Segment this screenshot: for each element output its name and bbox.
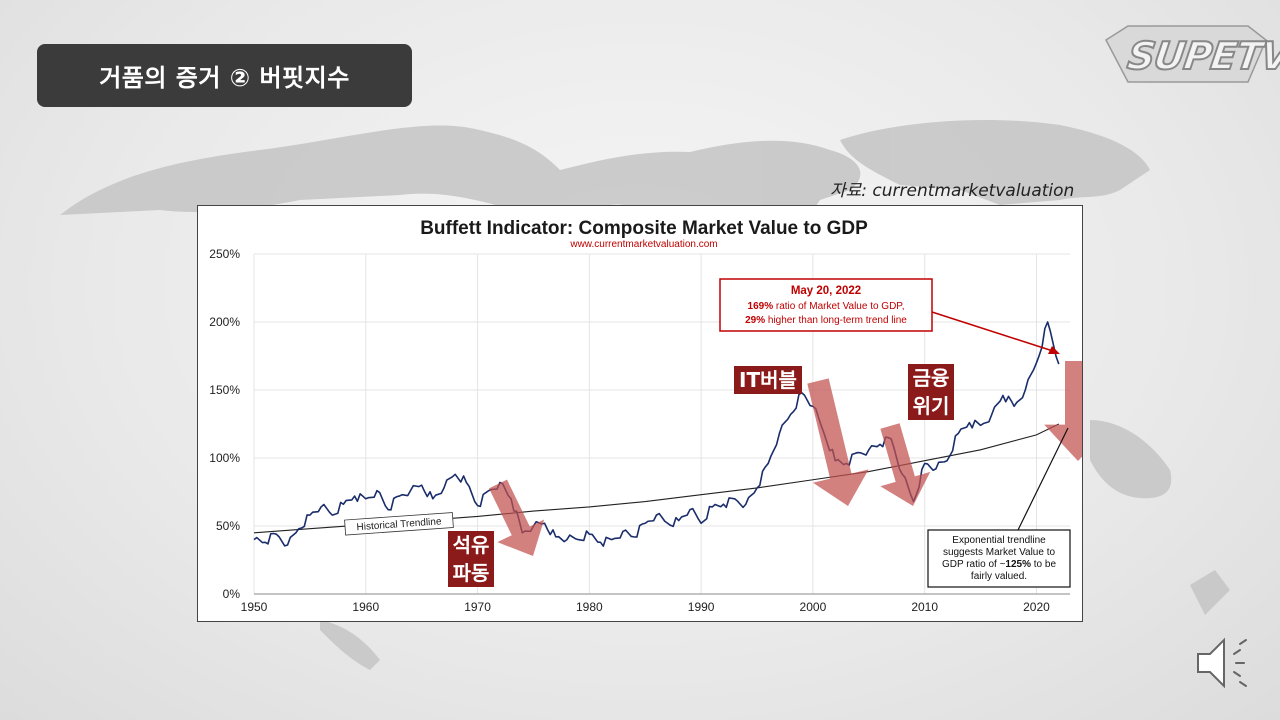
x-tick-label: 2000 <box>800 600 827 614</box>
y-tick-label: 0% <box>223 587 241 601</box>
trend-note-pointer <box>1017 427 1069 531</box>
crisis-label-text: 금융 <box>913 366 950 390</box>
x-tick-label: 1950 <box>241 600 268 614</box>
crisis-label-bg <box>908 364 954 392</box>
x-tick-label: 1990 <box>688 600 715 614</box>
x-tick-label: 1980 <box>576 600 603 614</box>
x-tick-label: 2020 <box>1023 600 1050 614</box>
callout-pointer-head <box>1048 346 1060 354</box>
trend-note-line-3-bold: 125% <box>1005 559 1031 570</box>
may-2022-callout: May 20, 2022 169% ratio of Market Value t… <box>719 278 933 332</box>
trend-note-line-3-post: to be <box>1031 559 1056 570</box>
chart-svg: Buffett Indicator: Composite Market Valu… <box>209 218 1112 614</box>
trendline-label: Historical Trendline <box>344 512 454 536</box>
trend-note-line: Exponential trendline <box>952 535 1046 546</box>
slide-title: 거품의 증거 ② 버핏지수 <box>37 44 412 107</box>
source-caption: 자료: currentmarketvaluation <box>830 181 1075 201</box>
y-tick-label: 50% <box>216 519 240 533</box>
chart-subtitle: www.currentmarketvaluation.com <box>569 239 717 250</box>
y-tick-label: 150% <box>209 383 240 397</box>
x-tick-label: 2010 <box>911 600 938 614</box>
callout-pointer <box>931 311 1057 353</box>
trendline-label-box <box>344 512 454 536</box>
it-bubble-arrow <box>807 378 869 506</box>
crisis-label-text: IT버블 <box>739 368 797 392</box>
trend-note-line: suggests Market Value to <box>943 547 1056 558</box>
financial-crisis-arrow <box>880 423 931 506</box>
x-tick-label: 1960 <box>352 600 379 614</box>
crisis-label-bg <box>448 531 494 559</box>
callout-date: May 20, 2022 <box>791 285 861 297</box>
trend-note-line-3-pre: GDP ratio of ~ <box>942 559 1006 570</box>
x-tick-label: 1970 <box>464 600 491 614</box>
trend-note-line-3: GDP ratio of ~125% to be <box>942 559 1057 570</box>
callout-line-1-bold: 169% <box>748 301 774 312</box>
callout-line-2: 29% higher than long-term trend line <box>745 315 907 326</box>
trend-note-line-4: fairly valued. <box>971 571 1027 582</box>
callout-line-2-rest: higher than long-term trend line <box>765 315 907 326</box>
trend-note-box <box>927 529 1071 588</box>
y-tick-label: 200% <box>209 315 240 329</box>
chart-overlays: Historical Trendline May 20, 2022 169% rat… <box>344 278 1112 588</box>
supetv-logo <box>1105 25 1267 83</box>
oil-shock-arrow <box>489 479 545 556</box>
callout-line-1-rest: ratio of Market Value to GDP, <box>773 301 904 312</box>
crisis-label-bg <box>448 559 494 587</box>
y-tick-label: 100% <box>209 451 240 465</box>
callout-box <box>719 278 933 332</box>
crisis-label-bg <box>734 366 802 394</box>
crisis-label-text: 파동 <box>453 561 490 585</box>
chart-title: Buffett Indicator: Composite Market Valu… <box>420 218 868 239</box>
market-value-to-gdp-line <box>253 321 1060 547</box>
crisis-label-text: 석유 <box>453 533 490 557</box>
crisis-label-text: 위기 <box>913 394 950 418</box>
chart-series <box>253 321 1060 547</box>
buffett-indicator-chart: Buffett Indicator: Composite Market Valu… <box>197 205 1112 622</box>
speaker-icon[interactable] <box>1192 632 1256 694</box>
current-drop-arrow <box>1044 361 1112 461</box>
y-tick-label: 250% <box>209 247 240 261</box>
callout-line-1: 169% ratio of Market Value to GDP, <box>748 301 905 312</box>
chart-ticks: 0% 50% 100% 150% 200% 250% 1950 1960 1970 1980 199… <box>209 247 1050 614</box>
crisis-label: IT버블 <box>734 366 802 394</box>
callout-line-2-bold: 29% <box>745 315 765 326</box>
supetv-logo-text: SUPETV <box>1124 33 1280 79</box>
crisis-label-bg <box>908 392 954 420</box>
